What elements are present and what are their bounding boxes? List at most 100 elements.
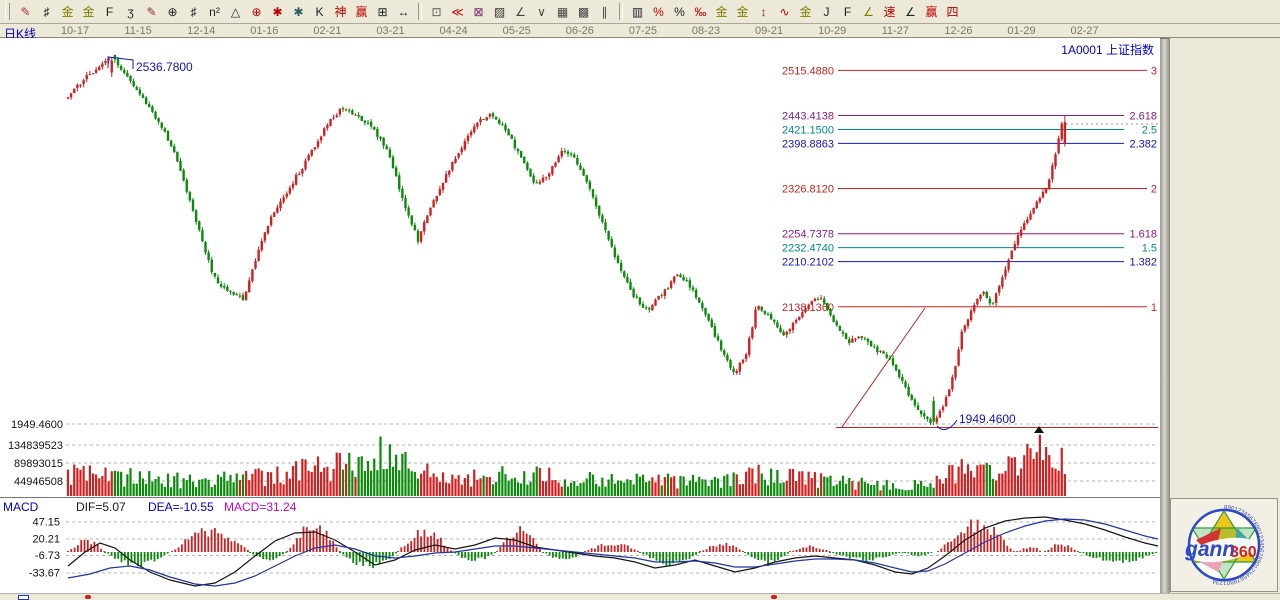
macd-histogram-bar (1057, 544, 1060, 552)
gann-fan-icon[interactable]: ≪ (451, 4, 464, 19)
ying-tool-icon[interactable]: 赢 (355, 4, 368, 19)
brush-grid-icon[interactable]: ✎ (146, 4, 157, 19)
grid-box-icon[interactable]: ▦ (556, 4, 569, 19)
gold-angle-icon[interactable]: ∠ (863, 4, 874, 19)
f-angle-icon[interactable]: F (843, 4, 852, 19)
speed-angle-icon[interactable]: 速 (883, 4, 896, 19)
macd-histogram-bar (930, 552, 933, 553)
candle (794, 319, 798, 323)
main-chart-panel[interactable]: 1949.4600 134839523 89893015 44946508 2515.4… (0, 38, 1160, 497)
wave-v-icon[interactable]: ∨ (537, 4, 546, 19)
candle (1057, 138, 1060, 154)
macd-chart[interactable]: 47.15 20.21 -6.73 -33.67 (0, 498, 1160, 593)
toolbar-grip[interactable] (5, 3, 10, 20)
cropped-bottom-strip (0, 593, 1280, 600)
candle (641, 303, 645, 308)
lines-grid-icon[interactable]: ♯ (190, 4, 197, 19)
candle (819, 298, 823, 300)
star-lines-icon[interactable]: ✱ (272, 4, 283, 19)
circle-grid-icon[interactable]: ⊕ (167, 4, 178, 19)
volume-bar (104, 467, 107, 496)
star-grid-icon[interactable]: ✱ (293, 4, 304, 19)
macd-histogram-bar (1145, 552, 1147, 556)
crosshair-icon[interactable]: ⊕ (251, 4, 262, 19)
brush-measure-icon[interactable]: ↕ (760, 4, 767, 19)
candle (1032, 207, 1035, 214)
volume-bar (532, 472, 535, 496)
candlestick-chart[interactable]: 1949.4600 134839523 89893015 44946508 2515.4… (0, 38, 1160, 497)
percent-icon[interactable]: % (674, 4, 685, 19)
volume-bar (223, 471, 226, 496)
toolbar-separator (418, 3, 422, 20)
shaded-box-icon[interactable]: ▨ (493, 4, 506, 19)
vertical-splitter[interactable] (1160, 38, 1170, 594)
candle (944, 397, 948, 407)
candle (529, 168, 532, 177)
candle (588, 181, 592, 189)
macd-histogram-bar (910, 552, 913, 556)
bar-width-icon[interactable]: ↔ (397, 4, 410, 19)
parallel-lines-icon[interactable]: ∥ (601, 4, 608, 19)
macd-histogram-bar (1050, 547, 1053, 552)
gold-grid2-icon[interactable]: 金 (82, 4, 95, 19)
gold-channel-icon[interactable]: 金 (799, 4, 812, 19)
macd-panel[interactable]: 47.15 20.21 -6.73 -33.67 MACD DIF=5.07 DEA=… (0, 497, 1160, 593)
volume-bar (1057, 470, 1060, 496)
kline-tool-icon[interactable]: K (315, 4, 324, 19)
macd-histogram-bar (494, 552, 496, 553)
volume-bar (95, 474, 98, 496)
candle (151, 106, 154, 112)
macd-histogram-bar (1063, 546, 1066, 552)
draw-tool-icon[interactable]: ✎ (20, 4, 31, 19)
macd-axis-label: 20.21 (32, 534, 60, 546)
gann-grid-icon[interactable]: ♯ (43, 4, 50, 19)
volume-bar (816, 487, 820, 496)
angle-lines-icon[interactable]: ∠ (515, 4, 526, 19)
volume-bar (185, 480, 188, 496)
date-label: 03-21 (376, 25, 405, 37)
macd-histogram-bar (858, 552, 861, 558)
macd-histogram-bar (1148, 552, 1151, 556)
permille-lines-icon[interactable]: ‰ (694, 4, 707, 19)
macd-histogram-bar (312, 530, 315, 552)
gold-circle-icon[interactable]: 金 (715, 4, 728, 19)
gold-grid-icon[interactable]: 金 (61, 4, 74, 19)
macd-histogram-bar (1022, 548, 1025, 552)
candle (398, 175, 401, 190)
gold-lines-icon[interactable]: 金 (736, 4, 749, 19)
volume-bar (707, 486, 710, 496)
date-label: 04-24 (439, 25, 468, 37)
box-select-icon[interactable]: ⊡ (431, 4, 442, 19)
candle (266, 226, 270, 234)
spiral-grid-icon[interactable]: ʒ (127, 4, 134, 19)
fib-grid-icon[interactable]: F (105, 4, 114, 19)
macd-histogram-bar (278, 552, 281, 557)
percent-strike-icon[interactable]: % (653, 4, 664, 19)
candle (260, 241, 263, 251)
macd-histogram-bar (1070, 547, 1073, 552)
fan-box-icon[interactable]: ⊠ (473, 4, 484, 19)
n-square-grid-icon[interactable]: n² (209, 4, 220, 19)
grid-box2-icon[interactable]: ▩ (577, 4, 590, 19)
macd-histogram-bar (914, 552, 916, 556)
four-angle-icon[interactable]: 四 (946, 4, 959, 19)
j-angle-icon[interactable]: J (823, 4, 830, 19)
macd-histogram-bar (789, 551, 791, 552)
candle (666, 288, 670, 290)
ying-angle-icon[interactable]: 赢 (925, 4, 938, 19)
macd-histogram-bar (603, 545, 606, 552)
ruler-icon[interactable]: △ (230, 4, 241, 19)
angle-tool-icon[interactable]: ∠ (905, 4, 916, 19)
volume-bar (110, 471, 113, 496)
volume-bar (895, 488, 898, 496)
wave-channel-icon[interactable]: ∿ (779, 4, 790, 19)
fib-price-label: 2421.1500 (782, 124, 834, 136)
shen-tool-icon[interactable]: 神 (334, 4, 347, 19)
candle (354, 114, 357, 116)
measure-bars-icon[interactable]: ▥ (631, 4, 644, 19)
volume-bar (313, 465, 316, 496)
grid-123-icon[interactable]: ⊞ (377, 4, 388, 19)
volume-bar (210, 487, 213, 496)
gann-trend-line[interactable] (841, 307, 926, 428)
macd-histogram-bar (440, 537, 442, 552)
